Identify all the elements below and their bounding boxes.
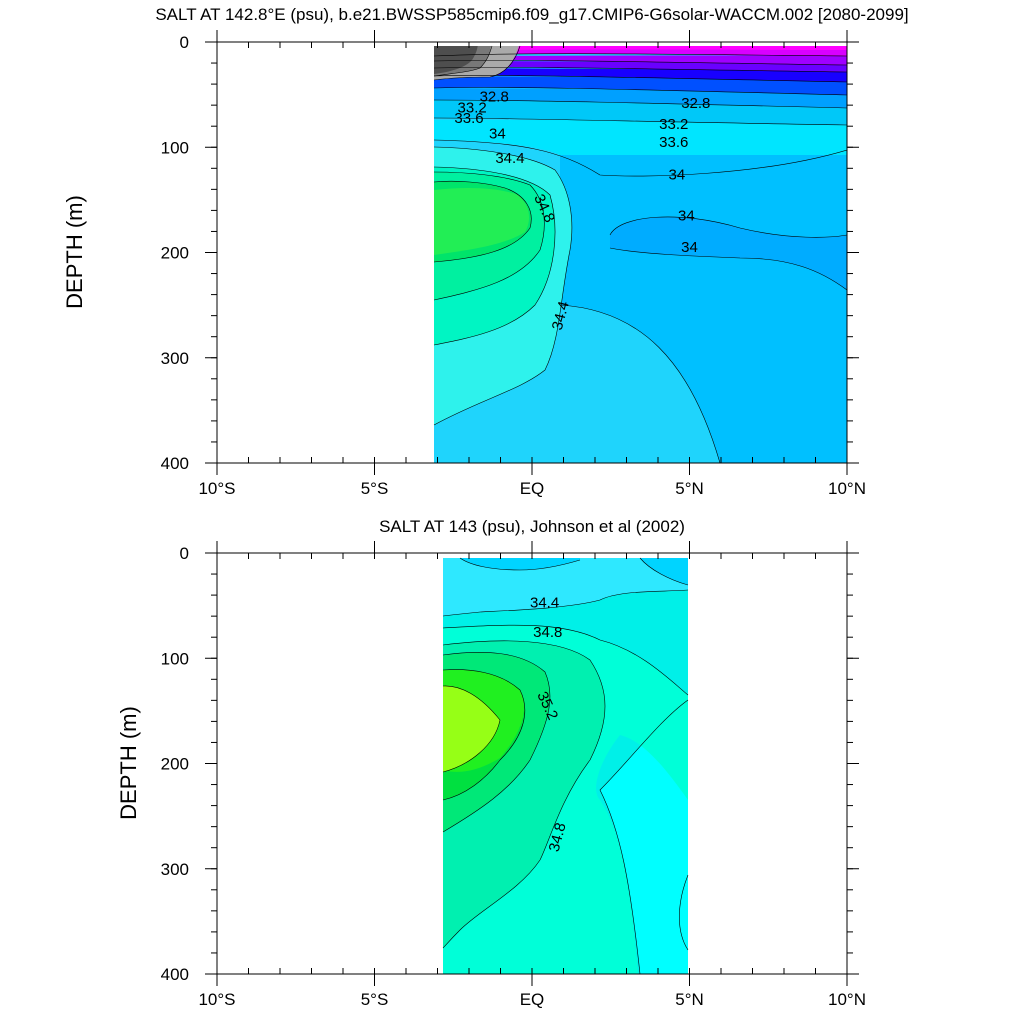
y-tick-label: 300: [161, 860, 189, 879]
contour-line: [433, 45, 493, 77]
contour-line: [433, 146, 573, 426]
x-tick-label: 10°S: [198, 479, 235, 498]
contour-line: [433, 166, 556, 346]
x-tick-label: EQ: [520, 479, 545, 498]
contour-label: 32.8: [480, 89, 509, 106]
contour-line: [442, 669, 526, 801]
contour-label: 34.4: [495, 150, 524, 167]
contour-line: [609, 247, 847, 291]
fill-top-mask: [443, 553, 688, 558]
contour-line: [433, 87, 847, 96]
fill-3680: [443, 685, 500, 772]
fill-left-mask: [217, 553, 443, 974]
x-tick-label: 10°S: [198, 990, 235, 1009]
contour-line: [609, 216, 847, 238]
contour-label: 34.8: [546, 821, 570, 854]
y-tick-label: 200: [161, 755, 189, 774]
fill-band-3320: [434, 76, 847, 95]
fill-band-3240: [434, 61, 847, 72]
fill-east-lens: [610, 216, 847, 290]
panel-1-contour-fill: [217, 42, 847, 463]
contour-line: [442, 652, 551, 833]
panel-1-title: SALT AT 142.8°E (psu), b.e21.BWSSP585cmi…: [155, 5, 908, 24]
x-tick-label: 10°N: [828, 479, 866, 498]
panel-1-ylabel: DEPTH (m): [62, 195, 87, 309]
contour-label: 34: [681, 239, 698, 256]
contour-line: [433, 60, 847, 66]
x-tick-label: 5°N: [675, 990, 704, 1009]
fill-land-mask: [217, 42, 434, 463]
contour-line: [442, 640, 606, 949]
contour-line: [442, 589, 689, 617]
fill-3440: [443, 558, 688, 616]
contour-label: 34: [669, 167, 686, 184]
contour-line: [442, 685, 501, 773]
y-tick-label: 0: [180, 33, 189, 52]
y-tick-label: 0: [180, 544, 189, 563]
fill-band-3280: [434, 68, 847, 82]
fill-grey-dark: [434, 42, 478, 74]
panel-1-contour-lines: [433, 45, 847, 463]
contour-line: [433, 180, 532, 263]
fill-3400: [460, 558, 688, 585]
contour-line: [433, 139, 847, 177]
panel-1-axes: 10°S 5°S EQ 5°N 10°N 0 100 200 300 400: [161, 30, 866, 498]
contour-line: [442, 624, 689, 696]
contour-line: [433, 67, 847, 73]
panel-2: SALT AT 143 (psu), Johnson et al (2002): [116, 517, 866, 1009]
contour-line: [433, 117, 847, 126]
y-tick-label: 400: [161, 454, 189, 473]
contour-label: 33.2: [659, 116, 688, 133]
y-tick-label: 200: [161, 244, 189, 263]
contour-line: [433, 45, 521, 81]
contour-line: [433, 75, 847, 83]
panel-2-contour-fill: [217, 553, 847, 974]
fill-3640: [434, 187, 530, 255]
contour-label: 34.4: [530, 594, 559, 611]
contour-label: 33.6: [659, 134, 688, 151]
x-tick-label: EQ: [520, 990, 545, 1009]
contour-label: 34: [489, 126, 506, 143]
fill-upper-3440: [434, 120, 847, 155]
y-tick-label: 100: [161, 649, 189, 668]
x-tick-label: 5°S: [361, 990, 389, 1009]
contour-line: [599, 699, 689, 974]
contour-line: [679, 874, 689, 951]
contour-line: [639, 557, 689, 586]
fill-band-3200: [434, 55, 847, 65]
contour-label: 34: [678, 208, 695, 225]
y-tick-label: 300: [161, 349, 189, 368]
panel-2-axes: 10°S 5°S EQ 5°N 10°N 0 100 200 300 400: [161, 541, 866, 1009]
x-tick-label: 10°N: [828, 990, 866, 1009]
contour-line: [433, 171, 545, 301]
y-tick-label: 100: [161, 138, 189, 157]
panel-2-ylabel: DEPTH (m): [116, 706, 141, 820]
contour-label: 33.6: [454, 110, 483, 127]
fill-east-34: [560, 140, 847, 463]
contour-label: 34.4: [549, 299, 573, 332]
contour-label: 34.8: [533, 624, 562, 641]
fill-right-mask: [688, 553, 847, 974]
fill-top-mask: [434, 42, 847, 46]
y-tick-label: 400: [161, 965, 189, 984]
fill-band-3360: [434, 88, 847, 108]
panel-2-title: SALT AT 143 (psu), Johnson et al (2002): [379, 517, 685, 536]
panel-1-contour-labels: 32.833.233.63434.434.834.432.833.233.634…: [454, 89, 710, 332]
fill-band-3400: [434, 100, 847, 125]
contour-line: [433, 99, 847, 109]
contour-line: [559, 304, 721, 463]
contour-label: 32.8: [681, 95, 710, 112]
contour-label: 33.2: [458, 99, 487, 116]
panel-1: SALT AT 142.8°E (psu), b.e21.BWSSP585cmi…: [62, 5, 909, 498]
panel-2-contour-lines: [442, 557, 689, 974]
x-tick-label: 5°S: [361, 479, 389, 498]
contour-line: [459, 557, 581, 571]
x-tick-label: 5°N: [675, 479, 704, 498]
contour-line: [433, 53, 847, 57]
